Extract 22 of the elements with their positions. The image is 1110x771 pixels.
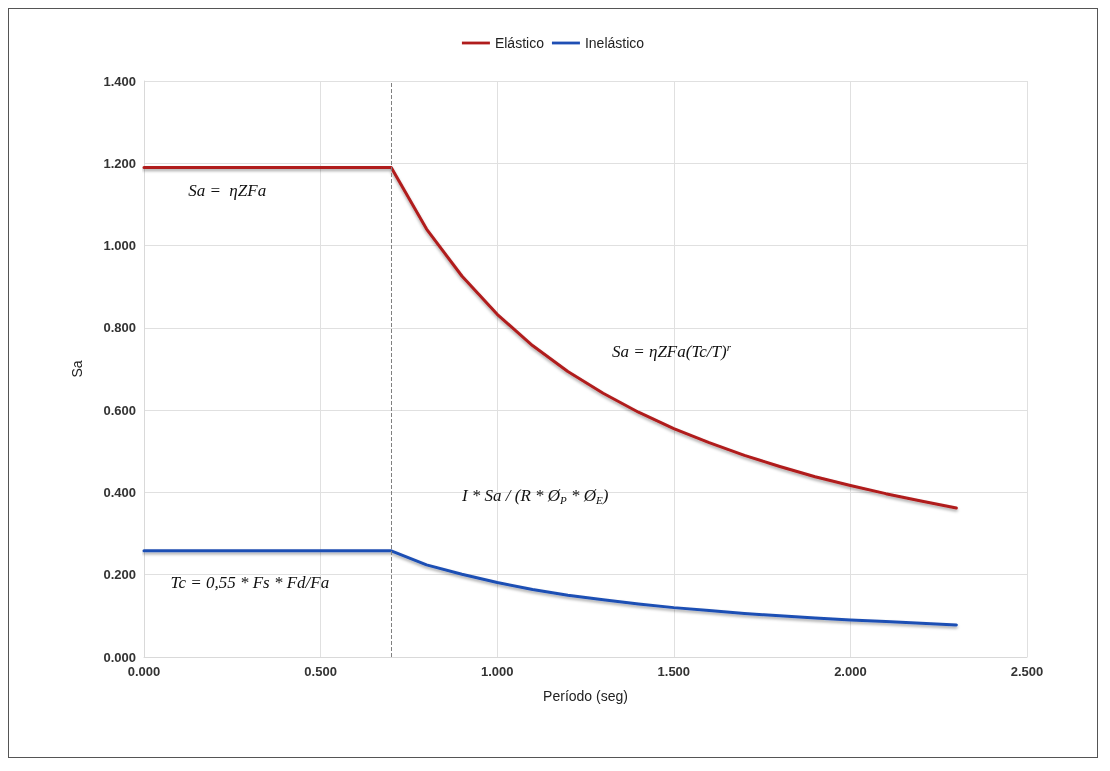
x-tick-label: 1.000: [480, 664, 514, 679]
annotation: Tc = 0,55 * Fs * Fd/Fa: [170, 572, 330, 592]
y-tick-label: 0.000: [103, 649, 136, 665]
x-tick-label: 2.500: [1010, 664, 1044, 679]
x-tick-label: 0.000: [127, 664, 161, 679]
legend-label: Elástico: [494, 35, 545, 51]
line-series: [142, 549, 958, 627]
legend-label: Inelástico: [584, 35, 645, 51]
y-tick-label: 0.600: [103, 402, 136, 418]
y-axis-title: Sa: [69, 360, 85, 378]
y-tick-label: 1.000: [103, 238, 136, 254]
y-tick-label: 0.400: [103, 484, 136, 500]
x-axis-title: Período (seg): [543, 688, 628, 704]
x-tick-label: 1.500: [657, 664, 691, 679]
line-series: [142, 165, 958, 510]
y-tick-label: 0.200: [103, 567, 136, 583]
x-tick-label: 0.500: [304, 664, 337, 679]
y-tick-label: 1.200: [103, 155, 136, 171]
x-tick-label: 2.000: [834, 664, 867, 679]
annotation: Sa = ηZFa: [188, 180, 267, 200]
y-tick-label: 1.400: [103, 73, 136, 89]
y-tick-label: 0.800: [103, 320, 136, 336]
